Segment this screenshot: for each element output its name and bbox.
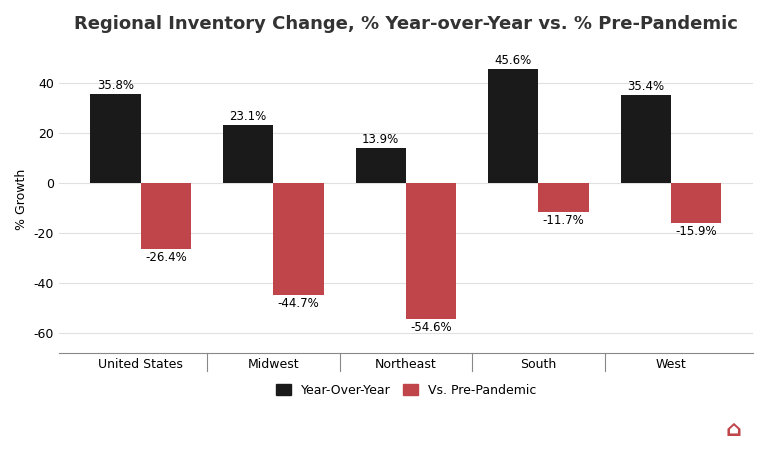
Bar — [621, 95, 671, 183]
Text: 45.6%: 45.6% — [495, 54, 532, 67]
Text: 35.8%: 35.8% — [97, 78, 134, 92]
Text: -15.9%: -15.9% — [675, 225, 717, 238]
Y-axis label: % Growth: % Growth — [15, 169, 28, 230]
Bar — [671, 183, 721, 223]
Title: Regional Inventory Change, % Year-over-Year vs. % Pre-Pandemic: Regional Inventory Change, % Year-over-Y… — [74, 15, 738, 33]
Bar — [356, 148, 406, 183]
Bar — [91, 94, 141, 183]
Bar — [141, 183, 191, 249]
Text: ⌂: ⌂ — [725, 420, 741, 440]
Bar — [538, 183, 589, 212]
Legend: Year-Over-Year, Vs. Pre-Pandemic: Year-Over-Year, Vs. Pre-Pandemic — [270, 379, 541, 402]
Bar — [273, 183, 323, 295]
Bar — [223, 125, 273, 183]
Bar — [406, 183, 456, 319]
Text: -11.7%: -11.7% — [543, 214, 584, 227]
Text: 23.1%: 23.1% — [230, 110, 266, 123]
Text: 35.4%: 35.4% — [627, 79, 664, 92]
Text: -54.6%: -54.6% — [410, 321, 452, 334]
Text: -44.7%: -44.7% — [277, 296, 319, 309]
Text: 13.9%: 13.9% — [362, 133, 399, 146]
Text: -26.4%: -26.4% — [145, 251, 187, 264]
Bar — [488, 69, 538, 183]
